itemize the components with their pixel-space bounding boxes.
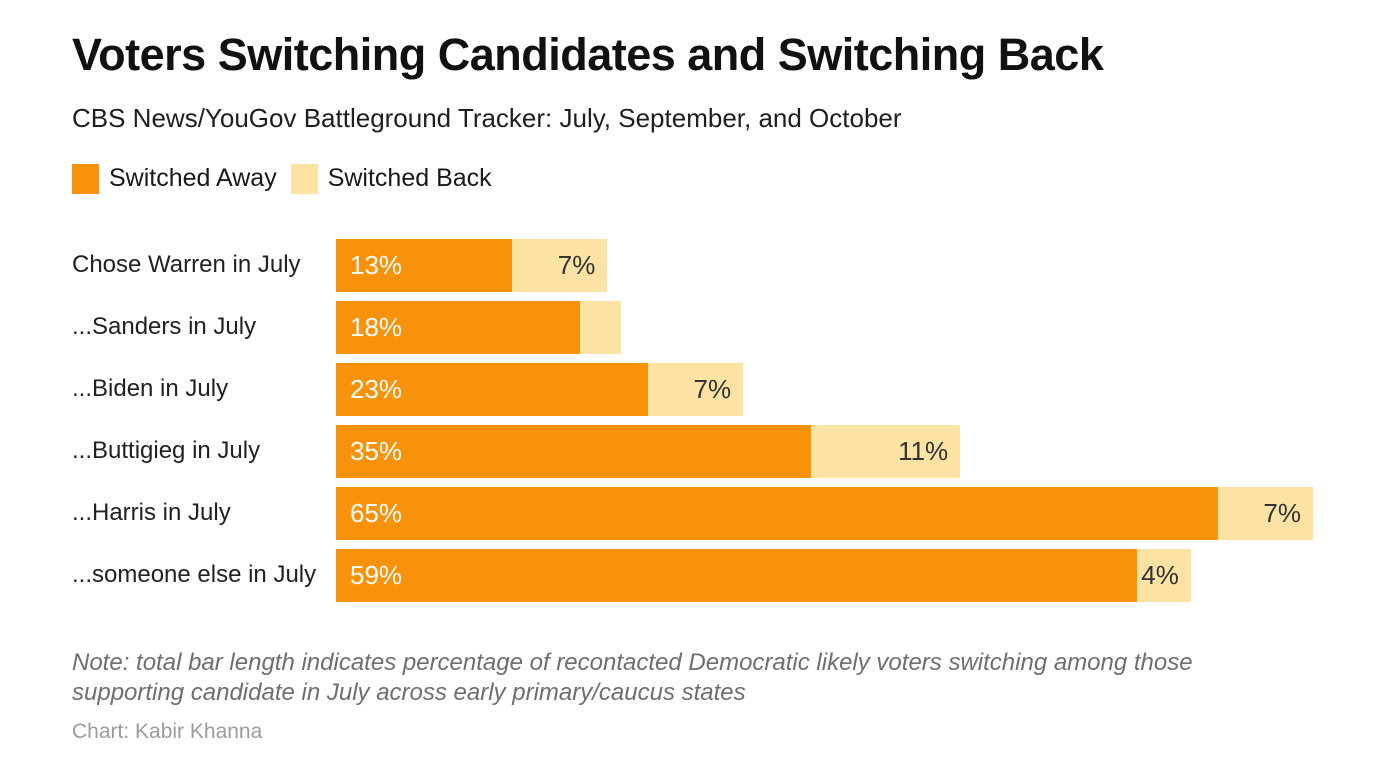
bar-track: 13% 7% <box>336 238 1313 292</box>
bar-value-label: 18% <box>350 311 403 342</box>
bar-track: 23% 7% <box>336 362 1313 416</box>
legend-swatch-switched-away <box>72 163 99 194</box>
segment-switched-away: 23% <box>336 362 649 416</box>
bar-value-label: 4% <box>1141 559 1179 590</box>
bar-chart: Chose Warren in July 13% 7% ...Sanders in J… <box>72 238 1313 602</box>
bar-value-label: 7% <box>557 249 596 280</box>
bar-row: Chose Warren in July 13% 7% <box>72 238 1313 292</box>
bar-value-label: 11% <box>898 435 949 466</box>
category-label: Chose Warren in July <box>72 251 301 279</box>
legend: Switched Away Switched Back <box>72 163 1313 194</box>
chart-note: Note: total bar length indicates percent… <box>72 648 1193 706</box>
bar-value-label: 65% <box>350 497 403 528</box>
chart-subtitle: CBS News/YouGov Battleground Tracker: Ju… <box>72 102 902 133</box>
segment-switched-back: 11% <box>810 424 961 478</box>
bar-value-label: 13% <box>350 249 403 280</box>
bar-value-label: 59% <box>350 559 403 590</box>
segment-switched-away: 35% <box>336 424 811 478</box>
legend-swatch-switched-back <box>290 163 318 194</box>
segment-switched-back: 7% <box>648 362 744 416</box>
category-label: ...someone else in July <box>72 561 317 589</box>
legend-label-switched-back: Switched Back <box>327 164 492 193</box>
bar-value-label: 7% <box>693 373 732 404</box>
bar-row: ...Biden in July 23% 7% <box>72 362 1313 416</box>
legend-item-switched-back: Switched Back <box>290 163 492 194</box>
segment-switched-away: 59% <box>336 548 1137 602</box>
segment-switched-away: 18% <box>336 300 581 354</box>
segment-switched-away: 65% <box>336 486 1218 540</box>
category-label: ...Biden in July <box>72 375 229 403</box>
bar-row: ...someone else in July 59% 4% <box>72 548 1313 602</box>
legend-item-switched-away: Switched Away <box>72 163 277 194</box>
segment-switched-back: 7% <box>512 238 608 292</box>
bar-row: ...Buttigieg in July 35% 11% <box>72 424 1313 478</box>
category-label: ...Harris in July <box>72 499 231 527</box>
chart-title: Voters Switching Candidates and Switchin… <box>72 29 1104 80</box>
bar-value-label: 35% <box>350 435 403 466</box>
bar-track: 18% <box>336 300 1313 354</box>
category-label: ...Buttigieg in July <box>72 437 261 465</box>
segment-switched-back: 4% <box>1136 548 1191 602</box>
bar-value-label: 23% <box>350 373 403 404</box>
chart-credit: Chart: Kabir Khanna <box>72 720 263 744</box>
bar-row: ...Sanders in July 18% <box>72 300 1313 354</box>
segment-switched-away: 13% <box>336 238 513 292</box>
legend-label-switched-away: Switched Away <box>109 164 277 193</box>
bar-value-label: 7% <box>1263 497 1301 528</box>
bar-row: ...Harris in July 65% 7% <box>72 486 1313 540</box>
bar-track: 59% 4% <box>336 548 1313 602</box>
segment-switched-back <box>580 300 621 354</box>
category-label: ...Sanders in July <box>72 313 257 341</box>
bar-track: 35% 11% <box>336 424 1313 478</box>
bar-track: 65% 7% <box>336 486 1313 540</box>
segment-switched-back: 7% <box>1218 486 1313 540</box>
